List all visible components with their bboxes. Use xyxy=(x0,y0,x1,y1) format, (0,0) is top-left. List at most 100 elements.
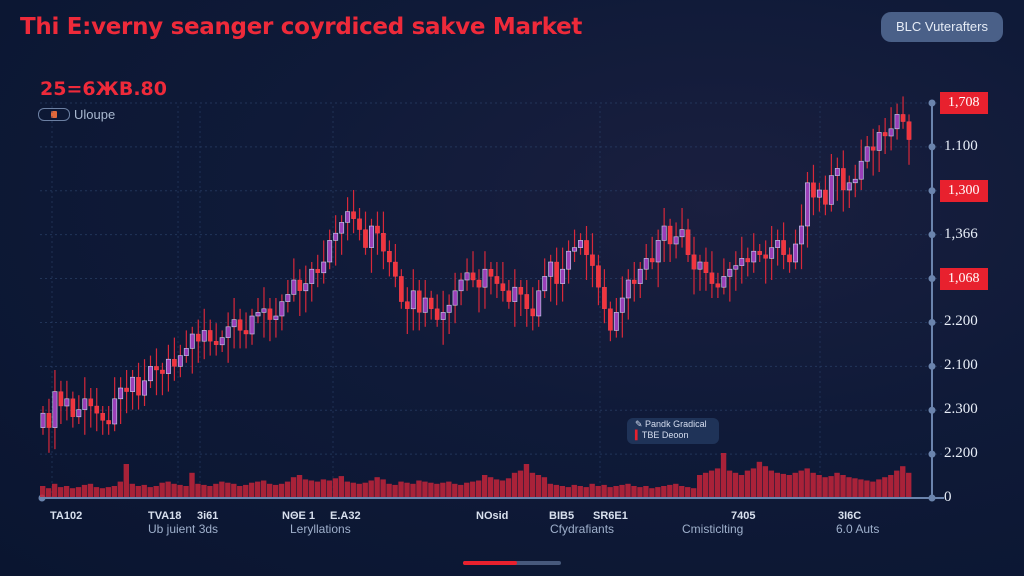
volume-bar xyxy=(804,468,810,497)
volume-bar xyxy=(565,487,571,497)
candle-up xyxy=(721,276,727,288)
candle-up xyxy=(536,290,542,317)
volume-bar xyxy=(356,483,362,497)
candle-down xyxy=(608,308,613,331)
candle-up xyxy=(548,261,554,277)
candle-down xyxy=(106,420,111,425)
candle-up xyxy=(82,398,88,410)
volume-bar xyxy=(523,464,530,497)
volume-bar xyxy=(607,487,613,497)
volume-bar xyxy=(93,487,100,497)
volume-bar xyxy=(685,487,691,497)
candle-down xyxy=(584,240,589,255)
candle-up xyxy=(225,326,231,338)
candle-up xyxy=(542,276,548,292)
volume-bar xyxy=(649,488,655,497)
candle-up xyxy=(440,312,446,320)
x-tick-label: 3I6C xyxy=(838,510,862,522)
volume-bar xyxy=(422,481,428,497)
x-tick-label: NOsid xyxy=(476,510,509,522)
candle-up xyxy=(422,297,428,313)
candle-down xyxy=(160,369,165,374)
candle-down xyxy=(58,391,64,407)
volume-bar xyxy=(870,481,876,497)
candle-up xyxy=(148,366,153,382)
volume-bar xyxy=(858,479,864,497)
volume-bar xyxy=(290,477,297,497)
candle-down xyxy=(405,301,410,309)
candle-down xyxy=(416,290,422,313)
volume-bar xyxy=(320,479,327,497)
candle-down xyxy=(375,225,380,234)
candle-up xyxy=(255,312,261,317)
volume-bar xyxy=(673,483,679,497)
volume-bar xyxy=(213,483,219,497)
volume-bar xyxy=(511,472,518,497)
volume-bar xyxy=(714,468,721,497)
volume-bar xyxy=(720,453,727,497)
volume-bar xyxy=(326,480,333,497)
volume-bar xyxy=(816,475,822,497)
candle-down xyxy=(428,297,434,309)
volume-bar xyxy=(165,481,171,497)
volume-bar xyxy=(517,470,524,497)
candle-up xyxy=(637,268,643,284)
y-axis-tick-dot xyxy=(928,187,936,195)
volume-bar xyxy=(906,472,912,497)
volume-bar xyxy=(613,486,619,497)
top-right-button[interactable]: BLC Vuterafters xyxy=(881,12,1003,42)
volume-bar xyxy=(452,483,458,497)
candle-up xyxy=(775,240,781,248)
volume-bar xyxy=(661,486,667,497)
volume-bar xyxy=(75,487,82,497)
volume-bar xyxy=(171,483,177,497)
candle-up xyxy=(560,268,566,284)
candle-up xyxy=(661,225,667,241)
volume-bar xyxy=(398,481,404,497)
candle-up xyxy=(625,279,631,299)
candle-up xyxy=(321,261,327,274)
volume-bar xyxy=(177,484,183,497)
volume-bar xyxy=(260,480,267,497)
volume-bar xyxy=(332,478,339,497)
volume-bar xyxy=(499,480,506,497)
volume-bar xyxy=(141,484,147,497)
x-tick-label: 3i61 xyxy=(197,510,219,522)
candle-down xyxy=(787,254,792,263)
pencil-icon: ✎ xyxy=(635,419,646,429)
candle-down xyxy=(811,182,816,198)
candle-up xyxy=(805,182,810,227)
candle-up xyxy=(679,229,685,238)
candle-down xyxy=(709,272,715,284)
candle-down xyxy=(94,405,100,414)
volume-bar xyxy=(63,486,70,497)
candle-up xyxy=(894,114,900,130)
volume-bar xyxy=(147,487,153,497)
volume-bar xyxy=(87,483,94,497)
candle-up xyxy=(464,272,470,281)
candle-up xyxy=(799,225,804,245)
subtitle-row: Uloupe xyxy=(38,106,115,122)
volume-bar xyxy=(416,480,422,497)
candle-down xyxy=(267,308,273,320)
scrollbar-thumb[interactable] xyxy=(463,561,517,565)
candle-up xyxy=(76,409,82,418)
volume-bar xyxy=(410,483,416,497)
subtitle-label: Uloupe xyxy=(74,106,116,122)
candle-down xyxy=(841,168,846,191)
y-tick-label: 1,068 xyxy=(940,267,988,290)
candle-down xyxy=(906,121,912,140)
candle-down xyxy=(207,330,213,342)
chart-scrollbar[interactable] xyxy=(463,561,561,565)
volume-bar xyxy=(344,481,350,497)
volume-bar xyxy=(732,472,739,497)
volume-bar xyxy=(428,482,434,497)
marker-icon: ▍ xyxy=(635,430,642,440)
candle-up xyxy=(578,240,583,248)
y-tick-label: 2.200 xyxy=(944,313,978,330)
x-tick-label: E.A32 xyxy=(330,510,361,522)
candle-up xyxy=(345,211,351,223)
candle-down xyxy=(870,146,876,151)
x-tick-label: TA102 xyxy=(50,510,83,522)
candle-up xyxy=(566,250,572,270)
